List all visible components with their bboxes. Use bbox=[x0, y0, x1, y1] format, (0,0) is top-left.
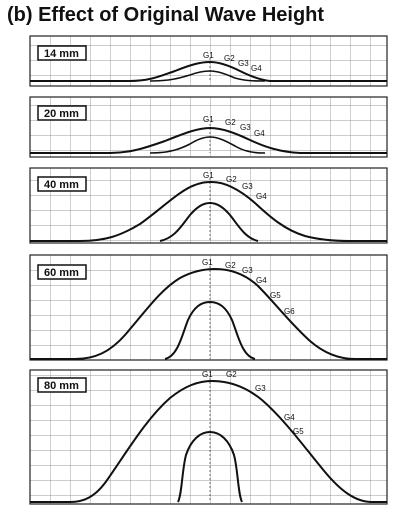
gauge-label: G3 bbox=[238, 59, 249, 68]
panel-14mm: 14 mm G1 G2 G3 G4 bbox=[29, 35, 388, 87]
wave-curve-outer bbox=[30, 180, 387, 242]
gauge-label: G2 bbox=[226, 370, 237, 379]
gauge-label: G2 bbox=[224, 54, 235, 63]
gauge-label: G3 bbox=[240, 123, 251, 132]
panel-grid bbox=[29, 167, 388, 244]
panel-grid bbox=[29, 254, 388, 361]
panel-grid bbox=[29, 35, 388, 87]
gauge-label: G4 bbox=[284, 413, 295, 422]
gauge-label: G4 bbox=[251, 64, 262, 73]
panel-label: 80 mm bbox=[44, 380, 79, 392]
panel-label-box bbox=[37, 45, 87, 61]
panel-60mm: 60 mm G1 G2 G3 G4 G5 G6 bbox=[29, 254, 388, 361]
gauge-label: G1 bbox=[203, 51, 214, 60]
gauge-label: G6 bbox=[284, 307, 295, 316]
panel-label: 14 mm bbox=[44, 48, 79, 60]
panel-80mm: 80 mm G1 G2 G3 G4 G5 bbox=[29, 369, 388, 505]
panel-grid bbox=[29, 369, 388, 505]
panel-label: 40 mm bbox=[44, 179, 79, 191]
gauge-label: G3 bbox=[242, 266, 253, 275]
wave-curve-outer bbox=[30, 267, 387, 360]
panel-label-box bbox=[37, 176, 87, 192]
gauge-label: G1 bbox=[202, 258, 213, 267]
panel-label-box bbox=[37, 105, 87, 121]
gauge-label: G1 bbox=[203, 171, 214, 180]
gauge-label: G4 bbox=[256, 276, 267, 285]
gauge-label: G2 bbox=[225, 261, 236, 270]
panel-20mm: 20 mm G1 G2 G3 G4 bbox=[29, 96, 388, 158]
gauge-label: G5 bbox=[293, 427, 304, 436]
panel-label: 20 mm bbox=[44, 108, 79, 120]
panel-label-box bbox=[37, 264, 87, 280]
gauge-label: G3 bbox=[242, 182, 253, 191]
panel-grid bbox=[29, 96, 388, 158]
gauge-label: G4 bbox=[254, 129, 265, 138]
panel-label: 60 mm bbox=[44, 267, 79, 279]
gauge-label: G1 bbox=[203, 115, 214, 124]
gauge-label: G4 bbox=[256, 192, 267, 201]
gauge-label: G1 bbox=[202, 370, 213, 379]
gauge-label: G5 bbox=[270, 291, 281, 300]
panel-label-box bbox=[37, 377, 87, 393]
gauge-label: G2 bbox=[226, 175, 237, 184]
gauge-label: G2 bbox=[225, 118, 236, 127]
figure-title: (b) Effect of Original Wave Height bbox=[7, 4, 325, 26]
wave-curve-outer bbox=[30, 379, 387, 503]
gauge-label: G3 bbox=[255, 384, 266, 393]
panel-40mm: 40 mm G1 G2 G3 G4 bbox=[29, 167, 388, 244]
